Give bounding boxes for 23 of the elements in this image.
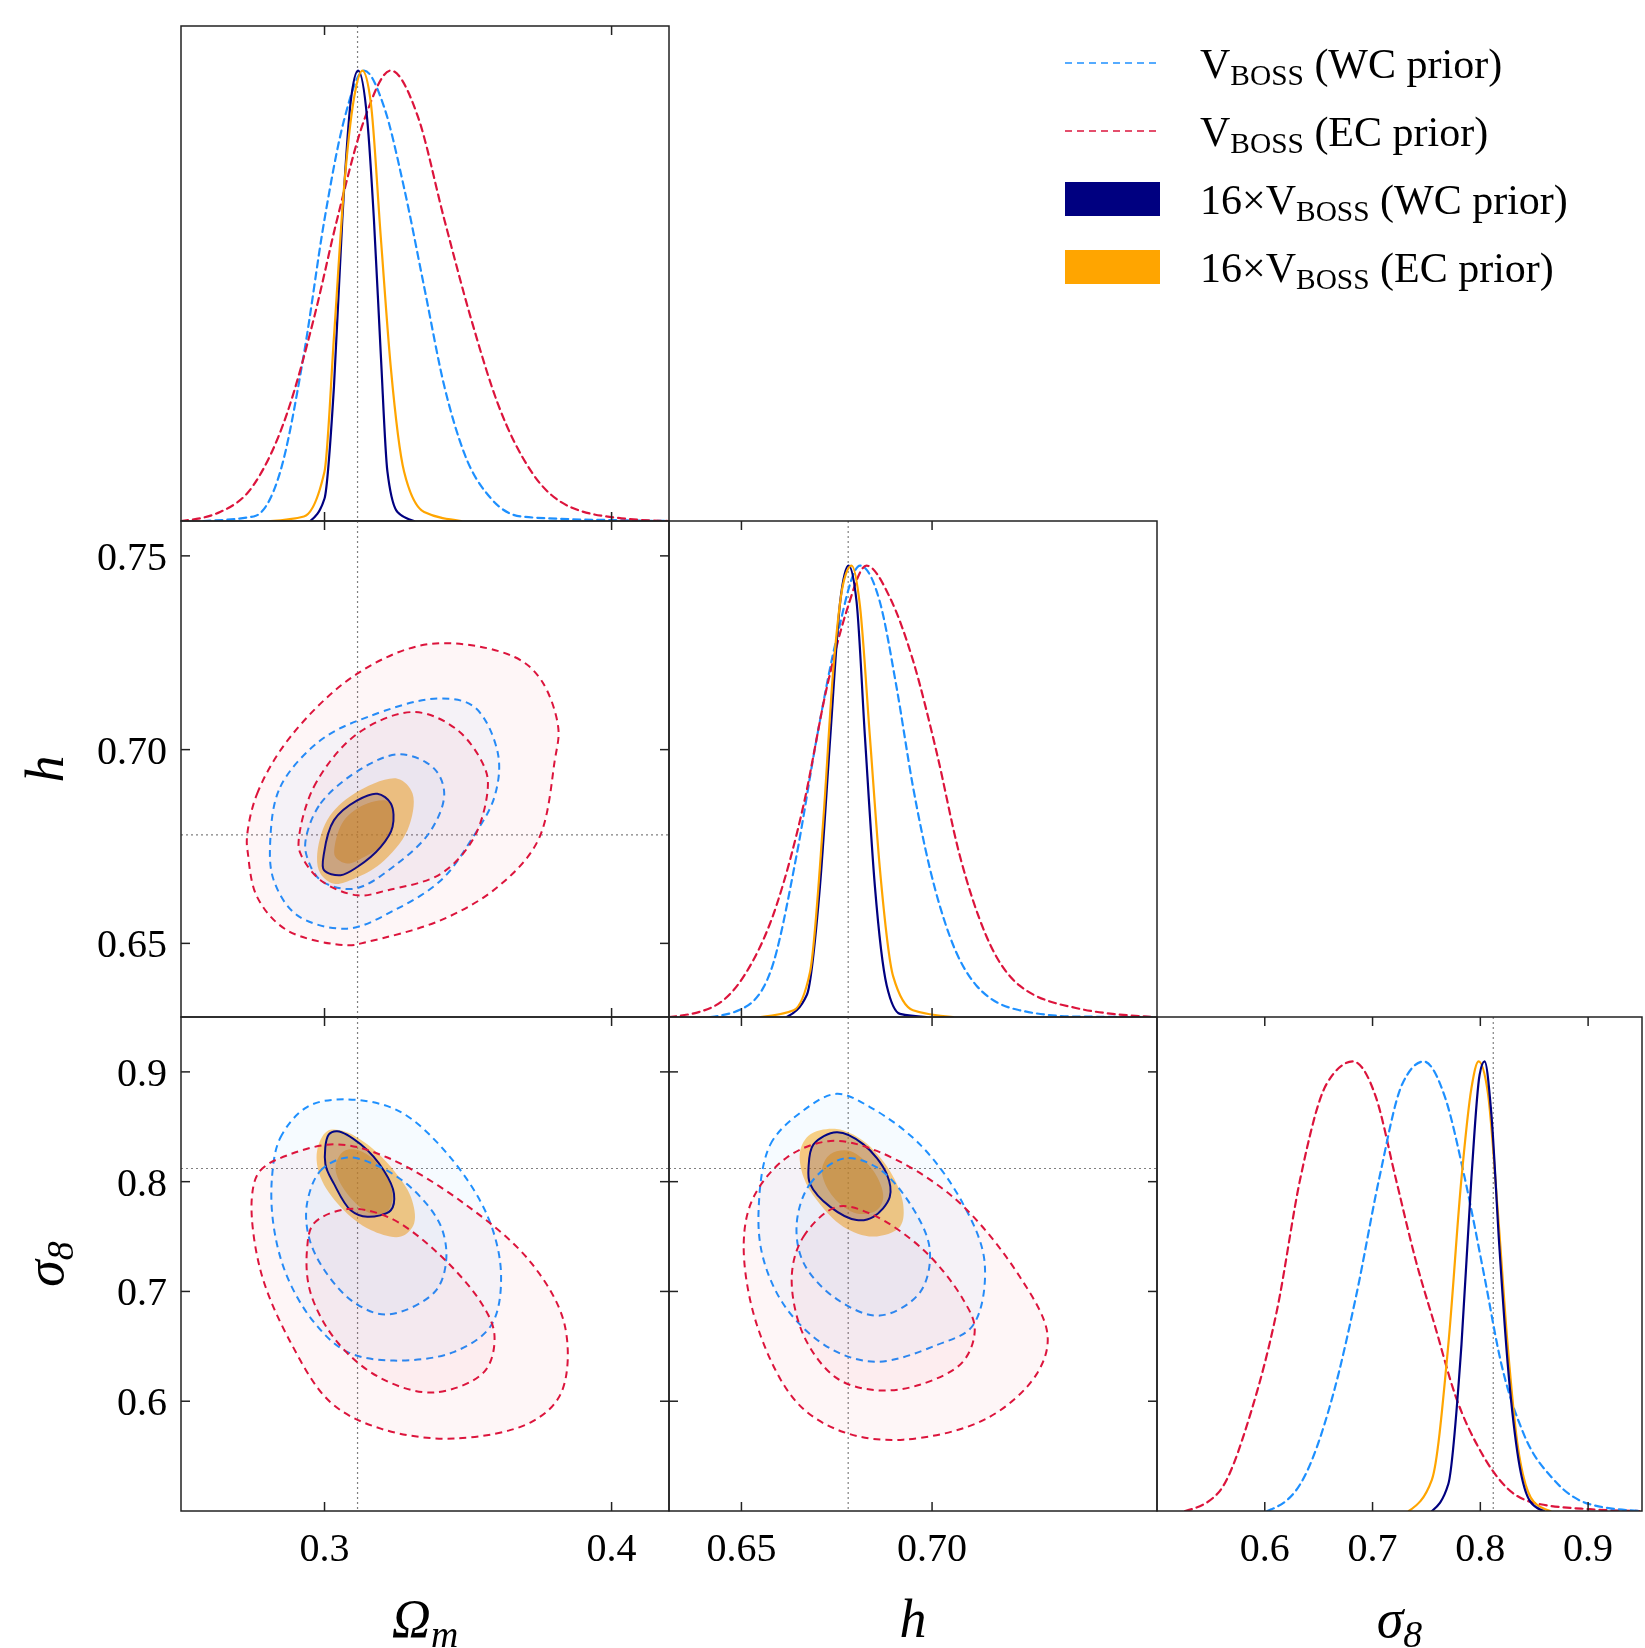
legend-label: V$_{BOSS}$ (WC prior): [1200, 40, 1503, 91]
x-tick-label: 0.4: [586, 1525, 637, 1570]
x-tick-label: 0.65: [706, 1525, 777, 1570]
x-tick-label: 0.3: [299, 1525, 350, 1570]
y-axis-title: h: [15, 755, 75, 783]
x-tick-label: 0.70: [897, 1525, 968, 1570]
y-tick-label: 0.8: [117, 1159, 167, 1205]
y-tick-label: 0.7: [117, 1269, 167, 1315]
y-tick-label: 0.9: [117, 1049, 167, 1095]
y-tick-label: 0.75: [97, 533, 167, 579]
legend-label: V$_{BOSS}$ (EC prior): [1200, 108, 1489, 159]
legend-label: 16×V$_{BOSS}$ (EC prior): [1200, 244, 1554, 295]
y-tick-label: 0.6: [117, 1379, 167, 1425]
y-tick-label: 0.70: [97, 727, 167, 773]
x-axis-title: σ$_{8}$: [1376, 1589, 1423, 1648]
x-tick-label: 0.7: [1347, 1525, 1398, 1570]
x-tick-label: 0.8: [1455, 1525, 1506, 1570]
x-tick-label: 0.9: [1563, 1525, 1614, 1570]
y-tick-label: 0.65: [97, 921, 167, 967]
x-axis-title: Ω$_{m}$: [391, 1589, 459, 1648]
x-axis-title: h: [899, 1589, 927, 1648]
legend-label: 16×V$_{BOSS}$ (WC prior): [1200, 176, 1568, 227]
x-tick-label: 0.6: [1239, 1525, 1290, 1570]
